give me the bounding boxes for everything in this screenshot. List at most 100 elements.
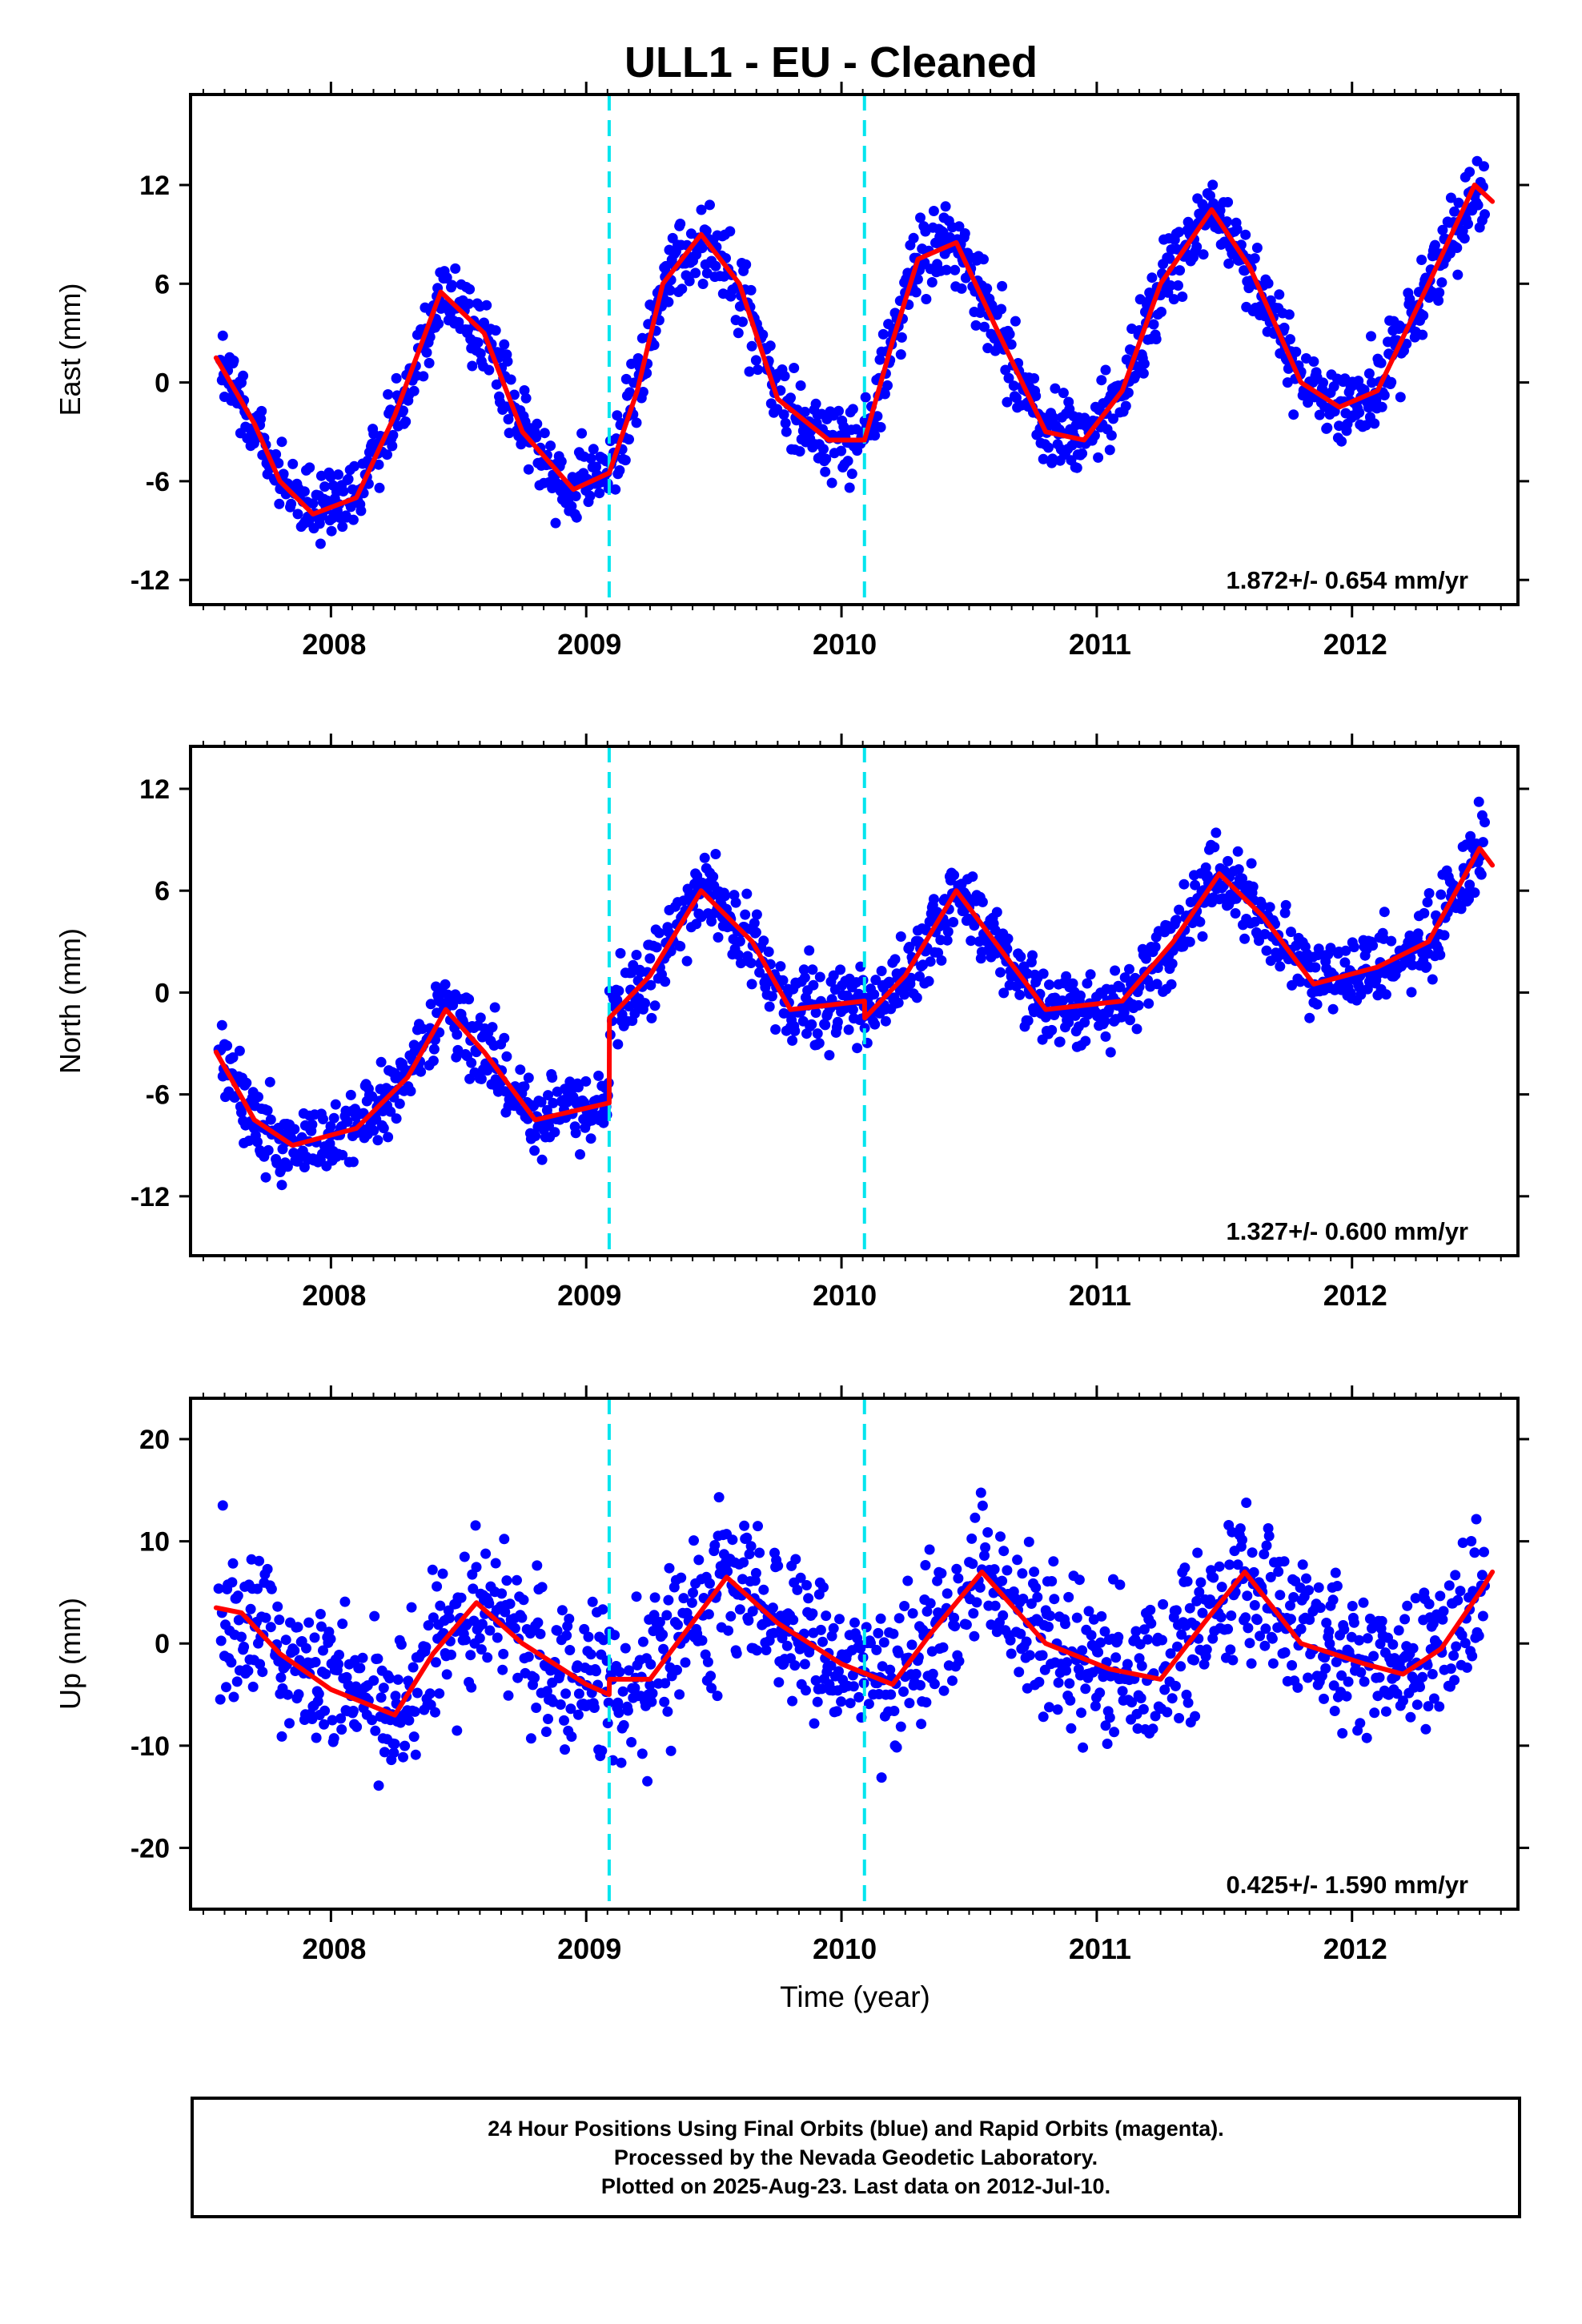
data-point <box>1247 1547 1258 1558</box>
data-point <box>741 1532 753 1543</box>
data-point <box>936 1568 947 1579</box>
data-point <box>1207 179 1219 191</box>
data-point <box>632 353 644 364</box>
data-point <box>807 1608 818 1619</box>
data-point <box>1467 1651 1478 1662</box>
data-point <box>529 1145 540 1156</box>
data-point <box>998 1610 1009 1621</box>
data-point <box>878 1637 889 1648</box>
data-point <box>1247 881 1259 892</box>
data-point <box>1379 390 1390 400</box>
data-point <box>753 1521 763 1532</box>
data-point <box>293 1689 304 1700</box>
data-point <box>1096 1610 1107 1622</box>
data-point <box>1223 1623 1234 1634</box>
data-point <box>1325 943 1336 954</box>
data-point <box>531 1703 542 1713</box>
data-point <box>1354 407 1365 418</box>
data-point <box>1369 418 1380 429</box>
data-point <box>1119 972 1130 983</box>
data-point <box>1223 258 1235 269</box>
data-point <box>1348 1617 1359 1628</box>
data-point <box>1242 1590 1253 1602</box>
data-point <box>342 1116 353 1128</box>
data-point <box>1328 1680 1339 1691</box>
data-point <box>893 1613 905 1624</box>
data-point <box>1479 161 1489 172</box>
data-point <box>743 1615 754 1626</box>
data-point <box>1004 328 1015 340</box>
data-point <box>1077 1645 1088 1656</box>
data-point <box>547 1072 558 1083</box>
data-point <box>647 1688 658 1699</box>
data-point <box>243 1666 254 1676</box>
data-point <box>689 1535 699 1546</box>
data-point <box>1295 1623 1307 1634</box>
data-point <box>1261 1540 1272 1551</box>
data-point <box>660 1678 671 1689</box>
data-point <box>754 967 765 978</box>
data-point <box>416 1066 427 1077</box>
x-tick-label: 2012 <box>1323 1279 1387 1312</box>
data-point <box>1324 1638 1335 1649</box>
data-point <box>773 1560 784 1571</box>
data-point <box>1249 1600 1260 1610</box>
data-point <box>448 999 459 1011</box>
data-point <box>368 1125 379 1136</box>
data-point <box>1359 1676 1370 1687</box>
data-point <box>1423 1701 1434 1712</box>
data-point <box>1058 388 1069 399</box>
data-point <box>1166 1693 1178 1704</box>
data-point <box>575 1149 585 1160</box>
data-point <box>910 287 921 298</box>
data-point <box>725 1610 737 1622</box>
data-point <box>593 1070 604 1081</box>
data-point <box>681 955 693 967</box>
data-point <box>975 1487 986 1498</box>
y-tick-label: 10 <box>139 1527 170 1558</box>
data-point <box>928 894 939 905</box>
data-point <box>464 994 475 1005</box>
data-point <box>1043 442 1054 453</box>
data-point <box>978 254 989 265</box>
data-point <box>1354 1634 1365 1646</box>
data-point <box>405 1086 416 1096</box>
data-point <box>713 932 724 943</box>
data-point <box>1280 899 1291 911</box>
data-point <box>833 1666 844 1677</box>
data-point <box>1170 1605 1182 1616</box>
data-point <box>809 1718 820 1729</box>
data-point <box>1367 940 1379 951</box>
data-point <box>1008 380 1019 392</box>
data-point <box>807 964 818 975</box>
data-point <box>1267 1633 1278 1644</box>
data-point <box>490 1558 501 1569</box>
data-point <box>587 1596 598 1607</box>
data-point <box>597 1604 608 1615</box>
data-point <box>617 1686 628 1697</box>
panel-frame <box>189 93 1520 606</box>
data-point <box>904 1698 915 1709</box>
x-tick-label: 2010 <box>813 1279 877 1312</box>
data-point <box>777 1633 788 1643</box>
data-point <box>1360 420 1371 431</box>
data-point <box>778 409 789 420</box>
data-point <box>869 1019 881 1030</box>
x-tick-label: 2011 <box>1069 1932 1131 1965</box>
data-point <box>787 1035 798 1046</box>
data-point <box>1150 1711 1161 1722</box>
data-point <box>1248 1566 1259 1578</box>
data-point <box>327 1715 338 1726</box>
data-point <box>876 1772 887 1783</box>
data-point <box>1239 933 1251 944</box>
data-point <box>847 1004 858 1015</box>
data-point <box>1102 1739 1113 1749</box>
data-point <box>977 1500 988 1511</box>
data-point <box>673 1619 683 1630</box>
data-point <box>452 1029 463 1040</box>
data-point <box>629 1683 640 1694</box>
data-point <box>460 1634 471 1646</box>
data-point <box>824 1050 835 1061</box>
data-point <box>412 1687 423 1699</box>
data-point <box>1038 453 1049 464</box>
